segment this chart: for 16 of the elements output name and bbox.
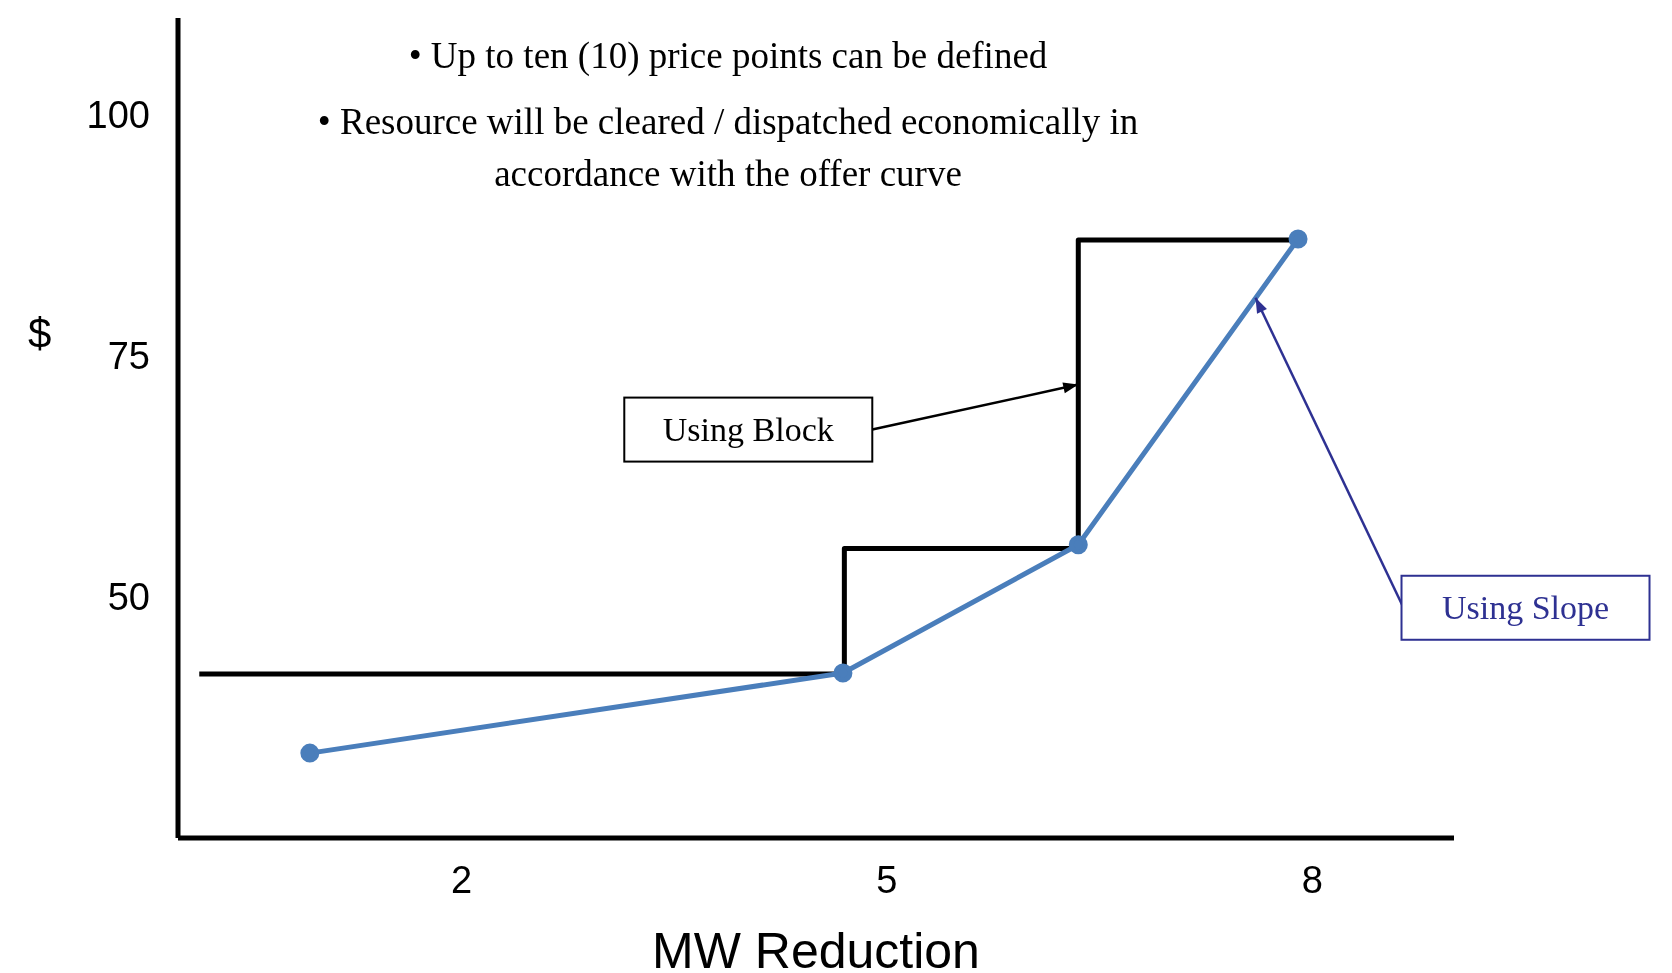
- y-tick-label: 100: [86, 93, 150, 136]
- annotation: Using Block: [662, 410, 834, 448]
- y-tick-label: 75: [107, 335, 150, 378]
- x-tick-label: 8: [1301, 858, 1323, 901]
- annotation: Using Slope: [1441, 588, 1610, 626]
- point: [300, 743, 320, 763]
- y-axis-title: $: [28, 309, 52, 357]
- annotation: • Up to ten (10) price points can be defined: [407, 34, 1049, 78]
- point: [1288, 229, 1308, 249]
- x-axis-title: MW Reduction: [652, 923, 980, 973]
- x-tick-label: 5: [876, 858, 898, 901]
- annotation: • Resource will be cleared / dispatched economically in accordance with the offer curve: [316, 100, 1140, 196]
- x-tick-label: 2: [450, 858, 473, 901]
- point: [1068, 535, 1088, 555]
- y-tick-label: 50: [107, 576, 150, 619]
- point: [833, 663, 853, 683]
